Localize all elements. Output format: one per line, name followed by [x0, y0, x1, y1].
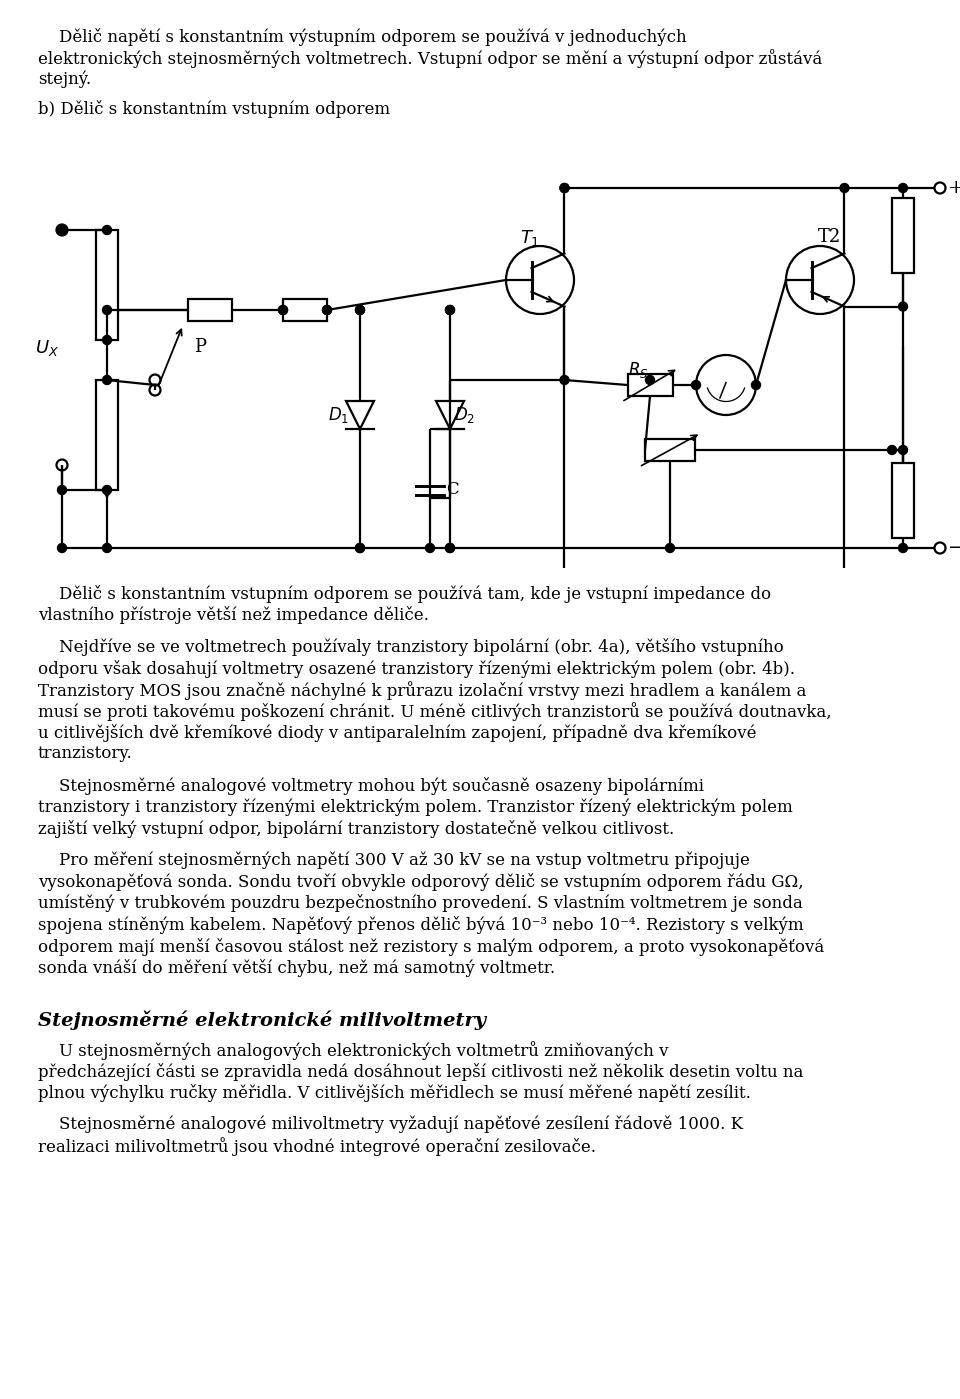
Circle shape	[58, 485, 66, 494]
Text: umístěný v trubkovém pouzdru bezpečnostního provedení. S vlastním voltmetrem je : umístěný v trubkovém pouzdru bezpečnostn…	[38, 894, 803, 912]
Text: P: P	[194, 339, 206, 355]
Circle shape	[445, 305, 454, 315]
Circle shape	[560, 375, 569, 385]
Circle shape	[323, 305, 331, 315]
Circle shape	[899, 302, 907, 311]
Bar	[188, 299, 232, 320]
Circle shape	[752, 381, 760, 389]
Bar	[892, 463, 914, 539]
Text: realizaci milivoltmetrů jsou vhodné integrové operační zesilovače.: realizaci milivoltmetrů jsou vhodné inte…	[38, 1137, 596, 1156]
Text: Nejdříve se ve voltmetrech používaly tranzistory bipolární (obr. 4a), většího vs: Nejdříve se ve voltmetrech používaly tra…	[38, 638, 783, 656]
Bar	[96, 381, 118, 490]
Text: $U_X$: $U_X$	[35, 337, 60, 358]
Text: tranzistory i tranzistory řízenými elektrickým polem. Tranzistor řízený elektric: tranzistory i tranzistory řízenými elekt…	[38, 799, 793, 816]
Circle shape	[278, 305, 287, 315]
Text: T2: T2	[818, 228, 842, 246]
Circle shape	[103, 225, 111, 235]
Text: vlastního přístroje větší než impedance děliče.: vlastního přístroje větší než impedance …	[38, 607, 429, 624]
Circle shape	[665, 543, 675, 553]
Text: Stejnosměrné elektronické milivoltmetry: Stejnosměrné elektronické milivoltmetry	[38, 1010, 486, 1030]
Circle shape	[840, 183, 849, 193]
Bar	[283, 299, 327, 320]
Circle shape	[445, 543, 454, 553]
Bar	[892, 199, 914, 273]
Circle shape	[103, 305, 111, 315]
Circle shape	[58, 543, 66, 553]
Text: stejný.: stejný.	[38, 71, 91, 88]
Circle shape	[58, 225, 66, 235]
Circle shape	[323, 305, 331, 315]
Circle shape	[355, 543, 365, 553]
Text: $T_1$: $T_1$	[520, 228, 540, 248]
Circle shape	[355, 543, 365, 553]
Text: Pro měření stejnosměrných napětí 300 V až 30 kV se na vstup voltmetru připojuje: Pro měření stejnosměrných napětí 300 V a…	[38, 852, 750, 869]
Circle shape	[103, 543, 111, 553]
Text: sonda vnáší do měření větší chybu, než má samotný voltmetr.: sonda vnáší do měření větší chybu, než m…	[38, 958, 555, 977]
Circle shape	[645, 375, 655, 385]
Text: $R_S$: $R_S$	[628, 360, 648, 381]
Text: b) Dělič s konstantním vstupním odporem: b) Dělič s konstantním vstupním odporem	[38, 101, 390, 119]
Circle shape	[899, 543, 907, 553]
Text: vysokonapěťová sonda. Sondu tvoří obvykle odporový dělič se vstupním odporem řád: vysokonapěťová sonda. Sondu tvoří obvykl…	[38, 873, 804, 891]
Circle shape	[103, 375, 111, 385]
Text: musí se proti takovému poškození chránit. U méně citlivých tranzistorů se použív: musí se proti takovému poškození chránit…	[38, 702, 831, 722]
Circle shape	[899, 183, 907, 193]
Circle shape	[278, 305, 287, 315]
Circle shape	[425, 543, 435, 553]
Circle shape	[899, 445, 907, 455]
Circle shape	[560, 183, 569, 193]
Circle shape	[103, 336, 111, 344]
Text: plnou výchylku ručky měřidla. V citlivějších měřidlech se musí měřené napětí zes: plnou výchylku ručky měřidla. V citlivěj…	[38, 1084, 751, 1102]
Text: Stejnosměrné analogové voltmetry mohou být současně osazeny bipolárními: Stejnosměrné analogové voltmetry mohou b…	[38, 776, 704, 795]
Text: spojena stíněným kabelem. Napěťový přenos dělič bývá 10⁻³ nebo 10⁻⁴. Rezistory s: spojena stíněným kabelem. Napěťový přeno…	[38, 916, 804, 935]
Text: Stejnosměrné analogové milivoltmetry vyžadují napěťové zesílení řádově 1000. K: Stejnosměrné analogové milivoltmetry vyž…	[38, 1116, 743, 1133]
Text: Tranzistory MOS jsou značně náchylné k průrazu izolační vrstvy mezi hradlem a ka: Tranzistory MOS jsou značně náchylné k p…	[38, 681, 806, 700]
Text: −: −	[948, 539, 960, 557]
Circle shape	[445, 543, 454, 553]
Text: zajiští velký vstupní odpor, bipolární tranzistory dostatečně velkou citlivost.: zajiští velký vstupní odpor, bipolární t…	[38, 820, 674, 838]
Text: Dělič s konstantním vstupním odporem se používá tam, kde je vstupní impedance do: Dělič s konstantním vstupním odporem se …	[38, 585, 771, 603]
Circle shape	[103, 485, 111, 494]
Circle shape	[355, 305, 365, 315]
Bar	[645, 439, 695, 462]
Text: předcházející části se zpravidla nedá dosáhnout lepší citlivosti než několik des: předcházející části se zpravidla nedá do…	[38, 1063, 804, 1081]
Bar	[628, 374, 673, 396]
Text: odporem mají menší časovou stálost než rezistory s malým odporem, a proto vysoko: odporem mají menší časovou stálost než r…	[38, 937, 825, 956]
Text: +: +	[948, 179, 960, 197]
Circle shape	[691, 381, 701, 389]
Circle shape	[560, 183, 569, 193]
Text: odporu však dosahují voltmetry osazené tranzistory řízenými elektrickým polem (o: odporu však dosahují voltmetry osazené t…	[38, 659, 795, 677]
Text: elektronických stejnosměrných voltmetrech. Vstupní odpor se mění a výstupní odpo: elektronických stejnosměrných voltmetrec…	[38, 49, 823, 69]
Circle shape	[355, 305, 365, 315]
Text: C: C	[446, 481, 459, 498]
Text: U stejnosměrných analogových elektronických voltmetrů zmiňovaných v: U stejnosměrných analogových elektronick…	[38, 1041, 668, 1060]
Text: $D_2$: $D_2$	[454, 404, 475, 425]
Text: $D_1$: $D_1$	[328, 404, 349, 425]
Text: tranzistory.: tranzistory.	[38, 746, 132, 762]
Bar	[96, 229, 118, 340]
Text: Dělič napětí s konstantním výstupním odporem se používá v jednoduchých: Dělič napětí s konstantním výstupním odp…	[38, 28, 686, 46]
Text: u citlivějších dvě křemíkové diody v antiparalelním zapojení, případně dva křemí: u citlivějších dvě křemíkové diody v ant…	[38, 725, 756, 741]
Circle shape	[445, 305, 454, 315]
Circle shape	[887, 445, 897, 455]
